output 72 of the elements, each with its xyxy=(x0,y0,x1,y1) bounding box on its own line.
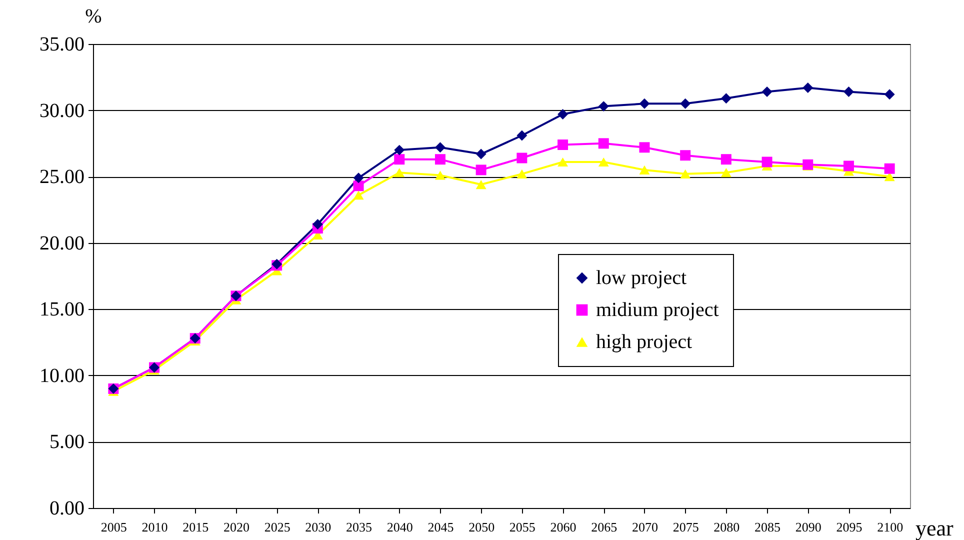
y-tick-label: 5.00 xyxy=(50,431,84,454)
x-tick-label: 2045 xyxy=(428,520,454,534)
x-tick-label: 2080 xyxy=(714,520,740,534)
point xyxy=(394,144,405,156)
point xyxy=(476,164,486,176)
y-axis-title: % xyxy=(85,6,102,28)
point xyxy=(720,93,732,104)
x-tick-label: 2095 xyxy=(836,520,862,534)
x-tick-label: 2090 xyxy=(795,520,822,534)
x-tick-label: 2040 xyxy=(386,520,413,534)
point xyxy=(558,157,568,167)
x-tick-label: 2065 xyxy=(591,520,618,534)
point xyxy=(884,172,895,182)
y-tick-label: 25.00 xyxy=(40,166,84,188)
x-tick-label: 2020 xyxy=(223,520,250,534)
legend-label: midium project xyxy=(596,299,720,321)
point xyxy=(843,86,854,97)
point xyxy=(680,98,691,109)
y-tick-label: 35.00 xyxy=(40,34,84,56)
point xyxy=(353,180,364,192)
point xyxy=(598,101,609,112)
point xyxy=(394,154,405,165)
y-tick-label: 15.00 xyxy=(40,298,84,321)
point xyxy=(516,130,528,141)
point xyxy=(434,154,446,165)
y-tick-label: 30.00 xyxy=(40,100,84,122)
x-tick-label: 2035 xyxy=(346,520,372,534)
y-tick-label: 20.00 xyxy=(40,232,84,254)
x-tick-label: 2010 xyxy=(142,520,168,534)
legend-label: low project xyxy=(596,267,687,289)
point xyxy=(720,154,732,165)
x-tick-label: 2005 xyxy=(100,520,127,534)
point xyxy=(558,109,568,120)
point xyxy=(680,150,691,161)
x-tick-label: 2055 xyxy=(509,520,536,534)
point xyxy=(639,165,650,174)
point xyxy=(476,180,486,190)
y-tick-label: 0.00 xyxy=(50,498,84,520)
x-tick-label: 2025 xyxy=(264,520,290,534)
legend-label: high project xyxy=(596,331,693,353)
point xyxy=(312,219,323,230)
y-tick-label: 10.00 xyxy=(40,364,84,387)
point xyxy=(516,152,528,164)
point xyxy=(394,168,405,178)
point xyxy=(680,169,691,178)
x-tick-label: 2075 xyxy=(672,520,699,534)
x-tick-label: 2085 xyxy=(754,520,781,534)
x-tick-label: 2050 xyxy=(468,520,495,534)
point xyxy=(639,142,650,153)
point xyxy=(434,142,446,153)
x-tick-label: 2060 xyxy=(550,520,576,534)
point xyxy=(598,138,609,149)
point xyxy=(884,163,895,174)
point xyxy=(762,156,772,168)
x-tick-label: 2030 xyxy=(305,520,332,534)
point xyxy=(802,82,814,93)
point xyxy=(516,169,528,178)
point xyxy=(434,170,446,180)
point xyxy=(639,98,650,109)
x-axis-title: year xyxy=(916,516,954,540)
x-tick-label: 2100 xyxy=(877,520,904,534)
point xyxy=(558,140,568,150)
point xyxy=(598,157,609,167)
point xyxy=(476,148,486,160)
x-tick-label: 2070 xyxy=(632,520,658,534)
point xyxy=(720,168,732,178)
x-tick-label: 2015 xyxy=(182,520,209,534)
point xyxy=(884,89,895,100)
point xyxy=(353,172,364,184)
point xyxy=(353,190,364,200)
point xyxy=(843,160,854,172)
point xyxy=(762,86,772,97)
